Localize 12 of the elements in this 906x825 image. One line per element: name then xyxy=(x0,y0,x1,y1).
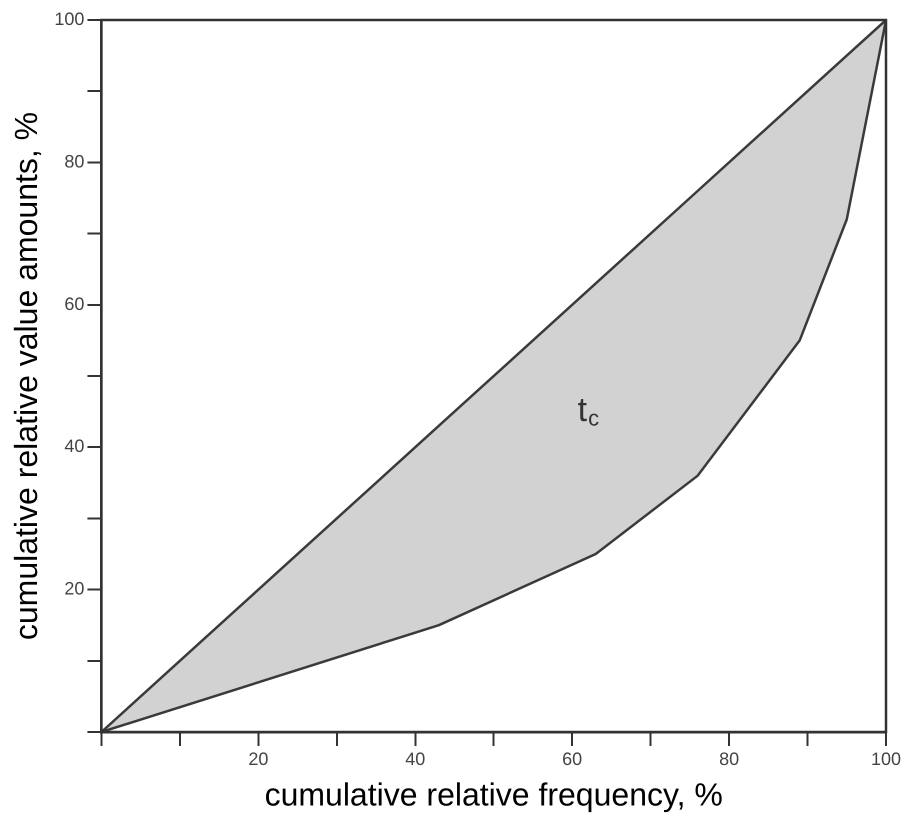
x-tick-label: 60 xyxy=(562,748,582,769)
y-tick-label: 100 xyxy=(54,8,84,29)
y-tick-label: 40 xyxy=(64,436,84,456)
x-tick-label: 80 xyxy=(719,748,740,769)
y-tick-label: 60 xyxy=(64,294,84,314)
x-tick-label: 40 xyxy=(405,748,426,769)
y-tick-label: 80 xyxy=(64,151,84,172)
x-axis-title: cumulative relative frequency, % xyxy=(264,776,723,813)
y-tick-label: 20 xyxy=(64,578,84,599)
x-tick-label: 20 xyxy=(248,748,268,769)
y-axis-title: cumulative relative value amounts, % xyxy=(8,112,44,640)
x-tick-label: 100 xyxy=(870,748,902,769)
